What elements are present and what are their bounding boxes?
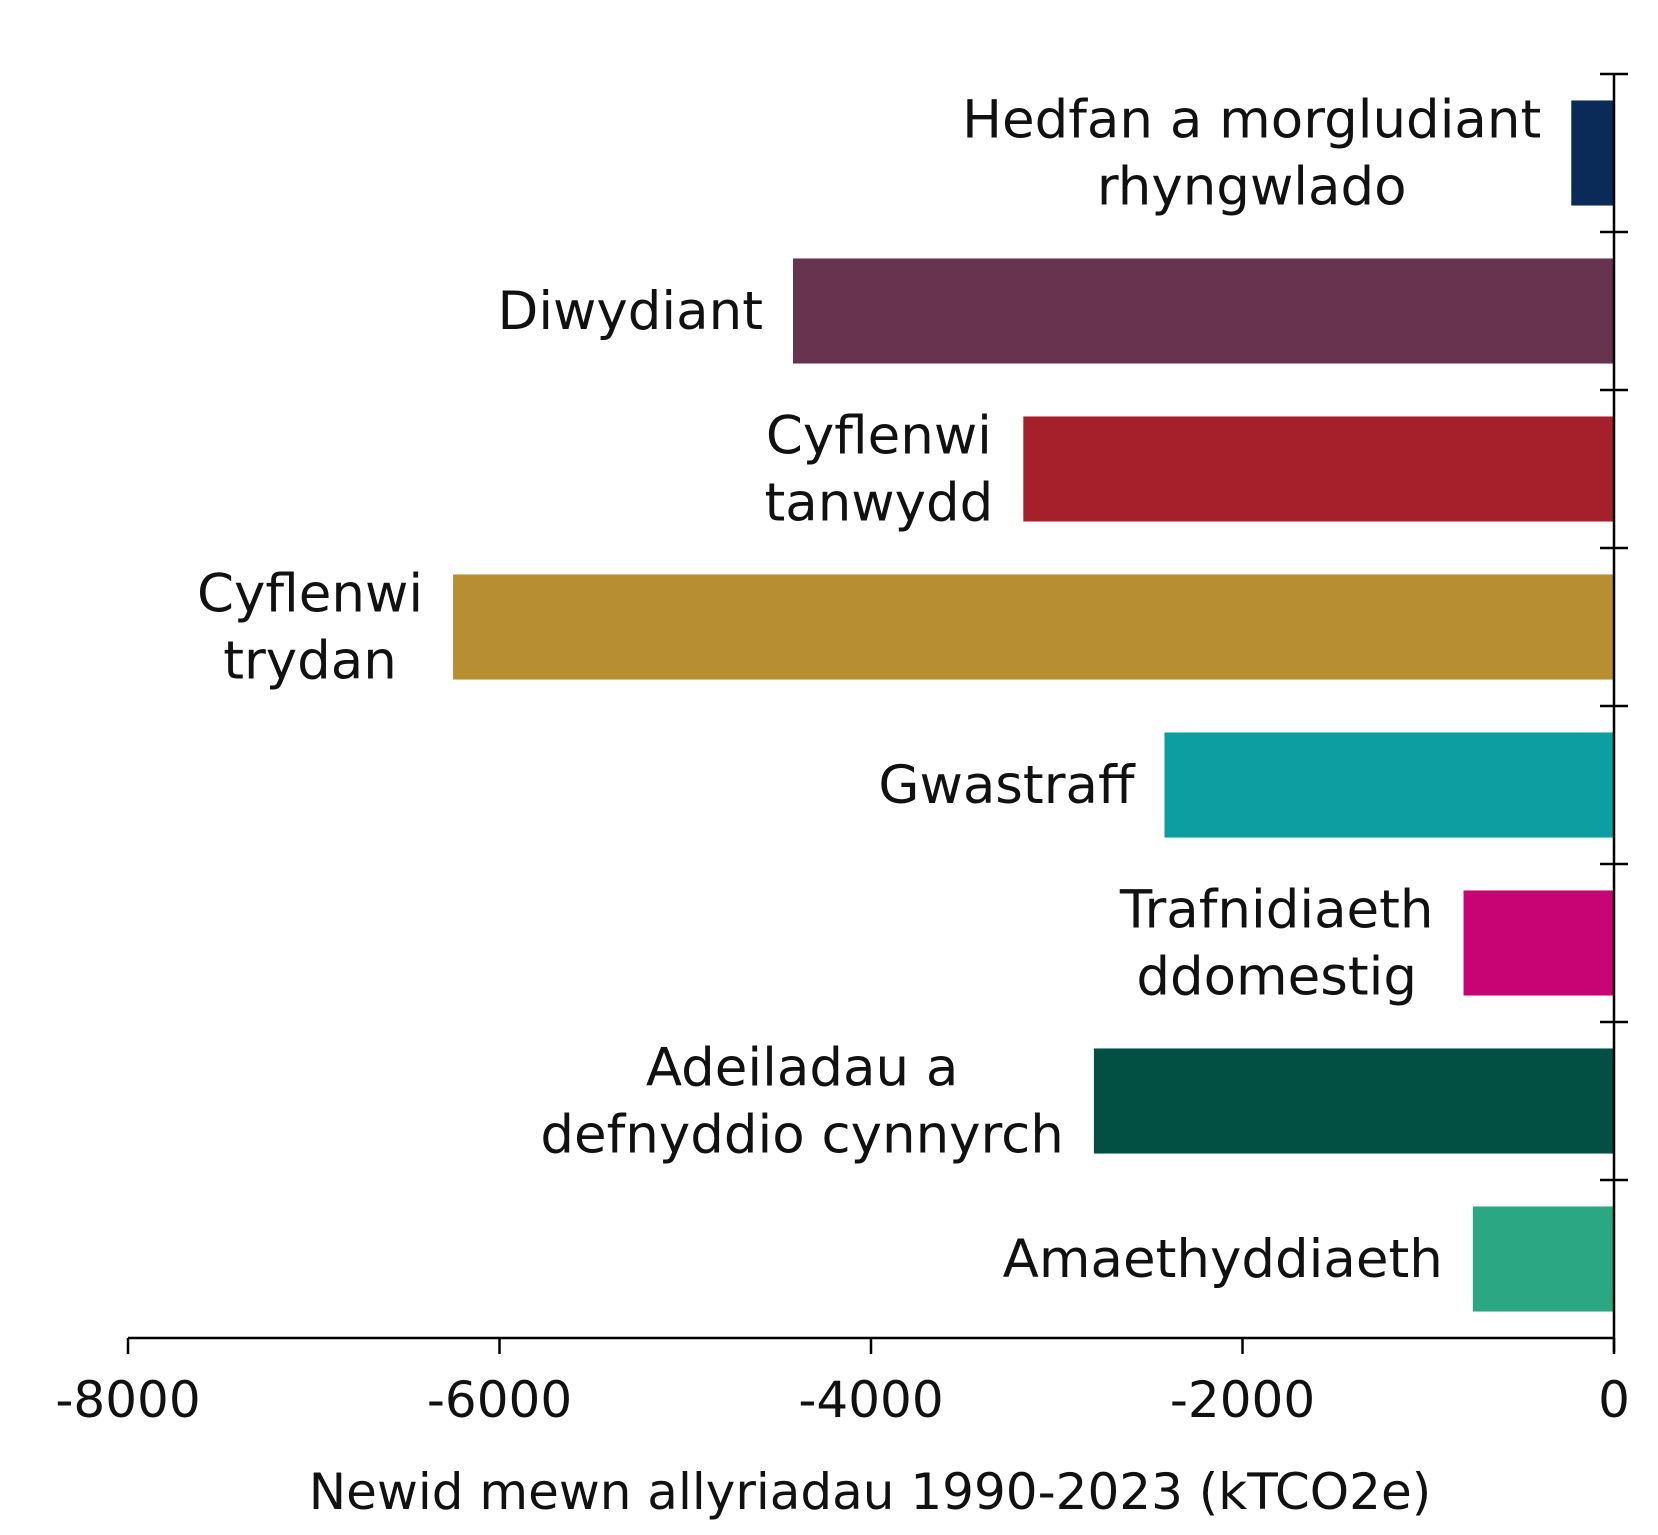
bar-6 [1463,890,1614,996]
bar-label-8: Amaethyddiaeth [1003,1229,1443,1290]
x-tick-label: -4000 [798,1371,943,1429]
bar-label-line: Adeiladau a [646,1038,959,1099]
bar-label-line: Cyflenwi [766,406,992,467]
bar-label-6: Trafnidiaeth ddomestig [1119,880,1434,1008]
bar-label-line: Cyflenwi [197,564,423,625]
x-axis-title: Newid mewn allyriadau 1990-2023 (kTCO2e) [309,1463,1431,1521]
bar-label-line: ddomestig [1136,947,1417,1008]
bar-label-3: Cyflenwi tanwydd [764,406,993,534]
bar-label-line: trydan [223,631,397,692]
x-tick-label: -8000 [55,1371,200,1429]
bar-labels-group: Hedfan a morgludiant rhyngwlado Diwydiant C… [197,90,1541,1291]
axes-group: -8000 -6000 -4000 -2000 0 [55,72,1630,1429]
bar-label-5: Gwastraff [878,755,1136,816]
bar-label-line: Hedfan a morgludiant [962,90,1541,151]
bar-label-line: rhyngwlado [1097,157,1407,218]
x-tick-label: 0 [1598,1371,1630,1429]
x-tick-label: -6000 [427,1371,572,1429]
bar-3 [1023,416,1614,522]
bar-8 [1472,1206,1614,1312]
bar-label-2: Diwydiant [498,281,763,342]
bar-label-line: Diwydiant [498,281,763,342]
bar-label-line: tanwydd [764,473,993,534]
bar-label-line: Trafnidiaeth [1119,880,1434,941]
bars-group [453,100,1614,1312]
bar-label-line: defnyddio cynnyrch [540,1105,1064,1166]
bar-5 [1164,732,1614,838]
bar-label-4: Cyflenwi trydan [197,564,423,692]
bar-label-line: Gwastraff [878,755,1136,816]
bar-2 [792,258,1614,364]
bar-label-7: Adeiladau a defnyddio cynnyrch [540,1038,1064,1166]
bar-label-1: Hedfan a morgludiant rhyngwlado [962,90,1541,218]
bar-label-line: Amaethyddiaeth [1003,1229,1443,1290]
bar-7 [1093,1048,1614,1154]
bar-1 [1571,100,1614,206]
x-tick-label: -2000 [1170,1371,1315,1429]
bar-4 [453,574,1614,680]
